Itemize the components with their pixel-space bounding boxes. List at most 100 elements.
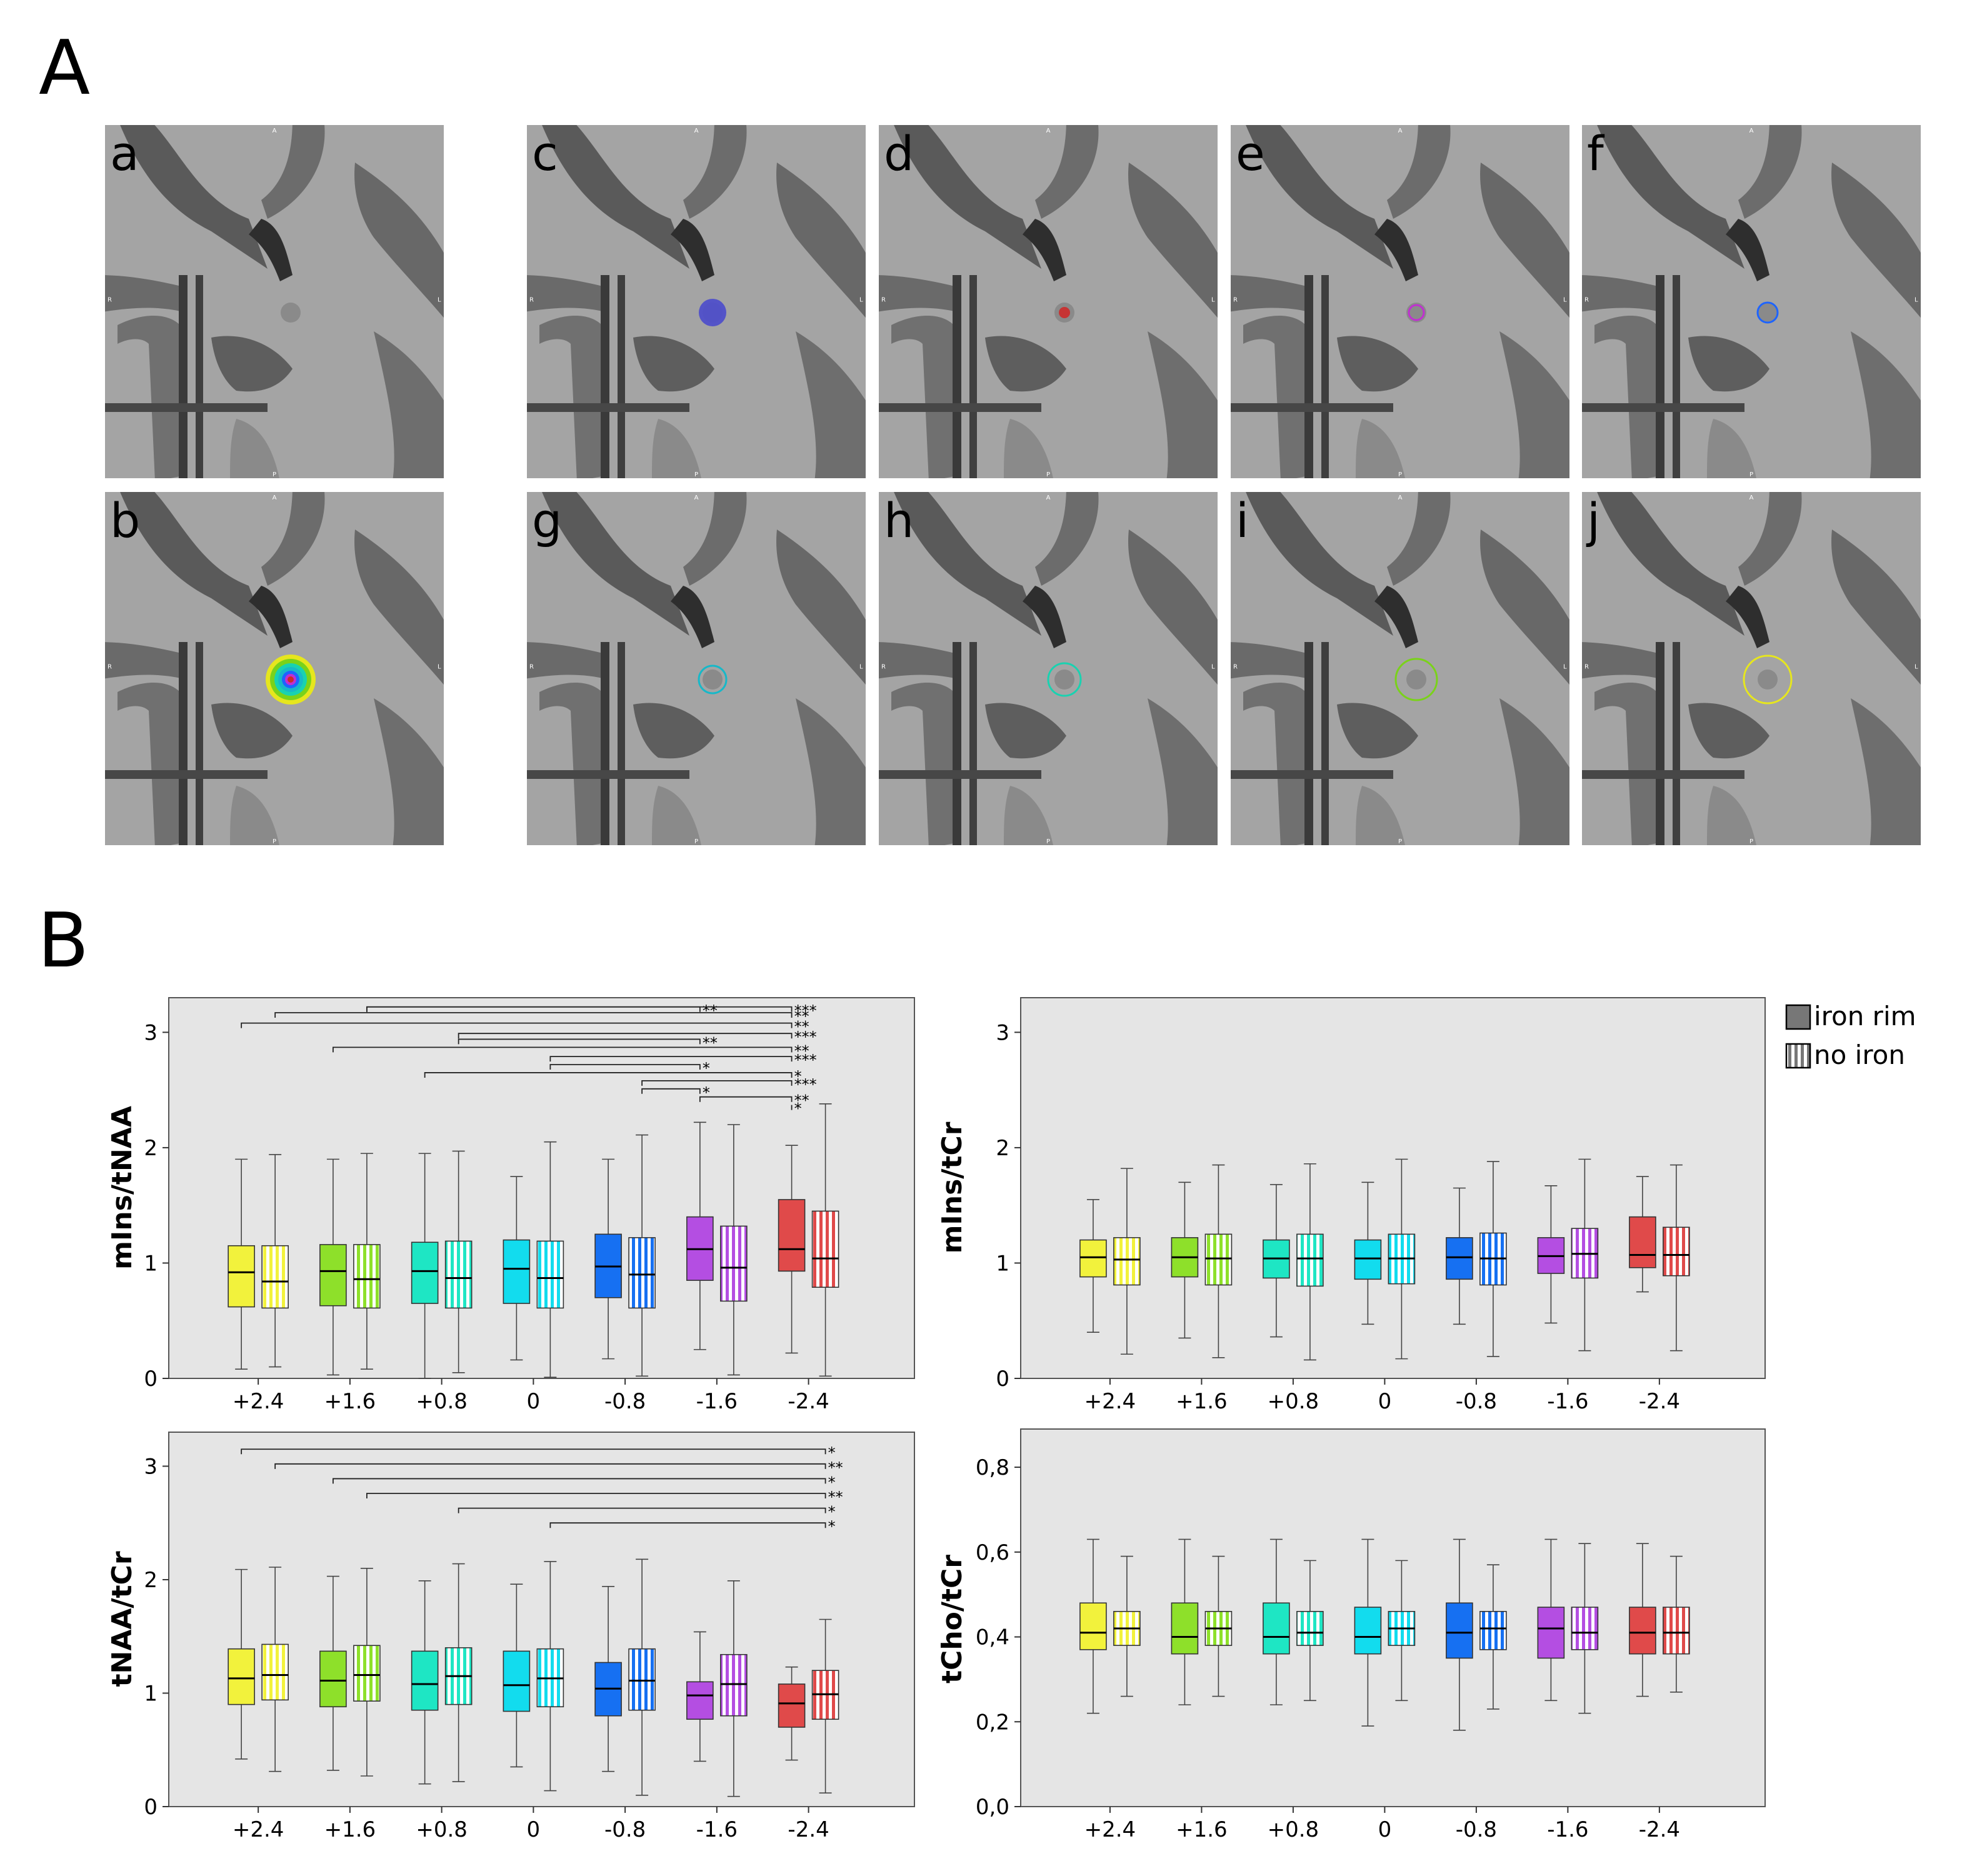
midline [179, 275, 188, 478]
significance-label: *** [794, 1076, 817, 1093]
x-tick-label: +0.8 [416, 1817, 468, 1842]
sulcus-shape [1246, 492, 1393, 636]
y-tick-label: 0 [144, 1367, 158, 1392]
significance-label: *** [794, 1051, 817, 1069]
midline [1673, 275, 1680, 478]
y-tick-label: 0,8 [976, 1455, 1009, 1480]
midline [1673, 642, 1680, 845]
x-tick-label: -2.4 [788, 1389, 829, 1414]
ventricle-shape [633, 336, 714, 392]
sulcus-shape [1480, 163, 1569, 318]
box [778, 1199, 806, 1272]
gyrus-shape [796, 331, 866, 478]
y-tick-label: 3 [996, 1020, 1009, 1045]
box [319, 1244, 347, 1307]
sulcus-shape [1738, 125, 1802, 219]
significance-label: ** [794, 1008, 809, 1025]
box [1171, 1602, 1199, 1655]
bracket-line [549, 1064, 701, 1070]
y-tick-label: 1 [144, 1251, 158, 1276]
box-iron-rim [319, 1158, 347, 1376]
significance-bracket: ** [699, 1092, 809, 1110]
gyrus-shape [1004, 786, 1053, 845]
sulcus-shape [261, 492, 325, 586]
x-tick-label: -0.8 [1456, 1817, 1497, 1842]
box [1537, 1607, 1565, 1659]
box [1479, 1611, 1507, 1650]
sulcus-shape [1738, 492, 1802, 586]
ventricle-shape [1688, 336, 1769, 392]
orientation-top: A [1046, 128, 1051, 134]
sulcus-shape [1831, 163, 1921, 318]
sulcus-shape [1387, 125, 1451, 219]
x-tick-label: +2.4 [1084, 1389, 1136, 1414]
sulcus-shape [105, 642, 186, 680]
box-no-iron [261, 1154, 289, 1368]
bracket-line [424, 1072, 793, 1078]
bracket-line [274, 1463, 826, 1469]
mri-panel-group: A R L Pa A R L Pb A R L Pc A R L Pd A R L Pe A R L Pf A R L Pg A R L Ph… [105, 125, 1921, 845]
box [353, 1244, 381, 1309]
legend-swatch [1785, 1004, 1811, 1030]
lesion [1758, 303, 1778, 323]
sulcus-shape [1128, 529, 1218, 685]
box-no-iron [1204, 1555, 1233, 1697]
orientation-left: R [108, 297, 112, 304]
x-tick-label: -2.4 [788, 1817, 829, 1842]
orientation-top: A [273, 128, 277, 134]
plot-area [168, 997, 915, 1379]
mri-image-d: A R L Pd [879, 125, 1218, 478]
midline [1321, 275, 1329, 478]
box [228, 1648, 255, 1705]
box-iron-rim [1263, 1184, 1290, 1338]
sulcus-shape [1231, 642, 1312, 680]
bracket-line [366, 1493, 826, 1499]
significance-label: * [828, 1518, 836, 1535]
sulcus-shape [1035, 492, 1099, 586]
bracket-line [366, 1006, 793, 1012]
gyrus-shape [1594, 316, 1663, 478]
box [1571, 1607, 1599, 1650]
y-tick-label: 3 [144, 1454, 158, 1479]
ventricle-shape [671, 586, 714, 648]
sulcus-shape [1597, 125, 1744, 269]
significance-bracket: *** [458, 1028, 817, 1046]
sulcus-shape [527, 275, 608, 313]
box-no-iron [811, 1618, 839, 1794]
significance-bracket: * [332, 1473, 836, 1491]
ventricle-shape [985, 703, 1066, 759]
panel-label-B: B [38, 898, 89, 985]
ventricle-shape [1337, 703, 1418, 759]
cross-line [527, 403, 689, 412]
orientation-left: R [881, 297, 886, 304]
orientation-right: L [438, 297, 441, 304]
gyrus-shape [1707, 419, 1756, 478]
lesion-ring-overlay [1408, 304, 1425, 321]
ventricle-shape [1688, 703, 1769, 759]
box [503, 1239, 531, 1304]
significance-label: * [794, 1100, 802, 1118]
box-iron-rim [1629, 1176, 1656, 1293]
mri-tile-letter: i [1236, 493, 1249, 548]
sulcus-shape [1035, 125, 1099, 219]
gyrus-shape [1851, 698, 1921, 845]
midline [196, 642, 203, 845]
significance-label: *** [794, 1028, 817, 1046]
box-no-iron [1113, 1555, 1141, 1697]
box [319, 1650, 347, 1708]
mri-tile-letter: f [1587, 126, 1605, 181]
box-iron-rim [228, 1568, 255, 1760]
lesion-ring-overlay [1047, 662, 1082, 697]
gyrus-shape [1243, 683, 1312, 845]
sulcus-shape [120, 492, 268, 636]
midline [601, 642, 609, 845]
sulcus-shape [1582, 275, 1663, 313]
orientation-left: R [1233, 664, 1238, 671]
x-tick-label: -0.8 [1456, 1389, 1497, 1414]
bracket-line [332, 1478, 826, 1484]
box-no-iron [1113, 1168, 1141, 1355]
orientation-right: L [859, 664, 863, 671]
box-no-iron [1204, 1164, 1233, 1358]
